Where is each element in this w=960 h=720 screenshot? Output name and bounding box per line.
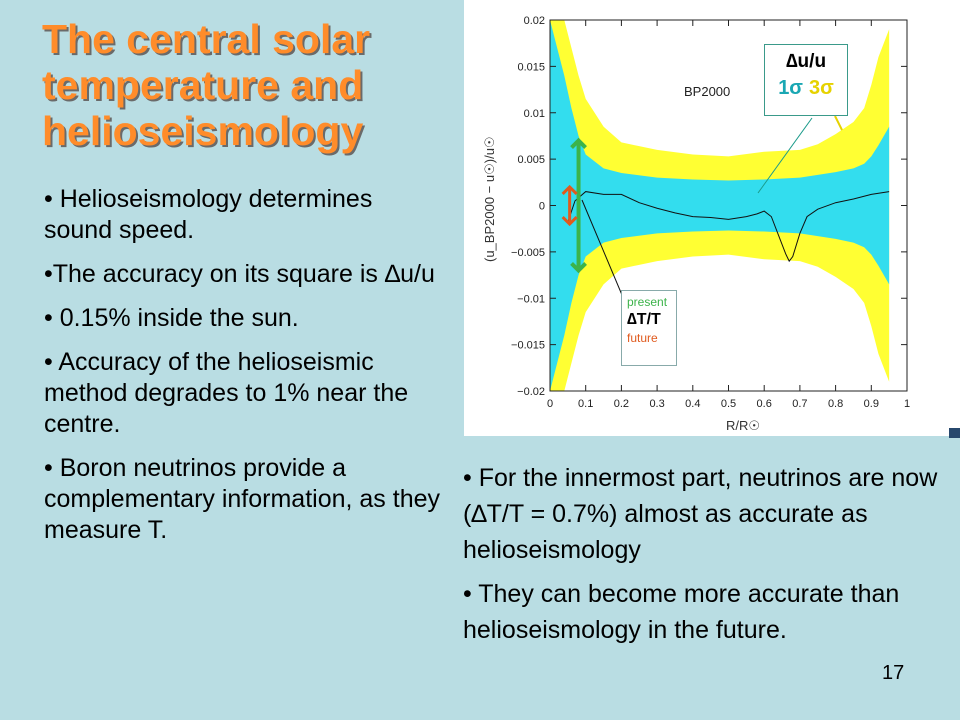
y-tick-label: −0.01 — [517, 293, 545, 305]
left-bullet-list: • Helioseismology determines sound speed… — [44, 184, 444, 559]
data-line — [567, 191, 890, 263]
y-tick-label: 0 — [539, 201, 545, 213]
right-bullet-1: • For the innermost part, neutrinos are … — [463, 464, 938, 564]
decorative-bar — [949, 428, 960, 438]
x-tick-label: 0.2 — [614, 398, 629, 410]
present-error-arrow-head-bottom — [570, 262, 587, 274]
x-tick-label: 0.8 — [828, 398, 843, 410]
error-bands — [550, 20, 890, 391]
annotation-pointer-line — [581, 199, 623, 296]
x-tick-label: 0.9 — [864, 398, 879, 410]
chart-panel: 0 0.1 0.2 0.3 0.4 0.5 0.6 0.7 0.8 0.9 1 0.02 0.015 0.… — [464, 0, 960, 436]
slide-title-line-2: temperature and — [42, 62, 364, 108]
y-tick-label: −0.02 — [517, 386, 545, 398]
left-bullet-1: • Helioseismology determines sound speed… — [44, 185, 373, 244]
x-tick-label: 0.7 — [792, 398, 807, 410]
chart-axes: 0 0.1 0.2 0.3 0.4 0.5 0.6 0.7 0.8 0.9 1 0.02 0.015 0.… — [511, 15, 910, 410]
y-axis-label: (u_BP2000 − u☉)/u☉ — [482, 136, 497, 262]
future-error-arrow-head-top — [561, 184, 578, 196]
legend-3sigma: 3σ — [809, 77, 834, 99]
right-bullet-list: • For the innermost part, neutrinos are … — [463, 460, 955, 656]
x-tick-label: 0.4 — [685, 398, 700, 410]
left-bullet-5: • Boron neutrinos provide a complementar… — [44, 454, 441, 544]
present-error-arrow-head-top — [570, 137, 587, 149]
sound-speed-chart: 0 0.1 0.2 0.3 0.4 0.5 0.6 0.7 0.8 0.9 1 0.02 0.015 0.… — [482, 15, 910, 433]
y-tick-label: −0.015 — [511, 340, 545, 352]
left-bullet-3: • 0.15% inside the sun. — [44, 304, 299, 332]
legend-pointer-line — [757, 117, 813, 194]
band-1sigma — [550, 20, 890, 391]
future-error-arrow-head-bottom — [561, 215, 578, 227]
slide-title-line-1: The central solar — [42, 16, 371, 62]
x-tick-label: 0.1 — [578, 398, 593, 410]
x-axis-label: R/R☉ — [726, 418, 760, 433]
error-arrows — [561, 137, 587, 274]
x-tick-label: 1 — [904, 398, 910, 410]
y-tick-label: 0.005 — [517, 154, 545, 166]
x-tick-label: 0.5 — [721, 398, 736, 410]
band-legend: ∆u/u 1σ 3σ — [764, 44, 848, 116]
right-bullet-2: • They can become more accurate than hel… — [463, 580, 900, 644]
annotation-future: future — [627, 331, 658, 345]
x-tick-label: 0.3 — [649, 398, 664, 410]
left-bullet-2: •The accuracy on its square is ∆u/u — [44, 260, 435, 288]
left-bullet-4: • Accuracy of the helioseismic method de… — [44, 348, 409, 438]
y-tick-label: 0.015 — [517, 61, 545, 73]
y-tick-label: 0.01 — [524, 108, 545, 120]
x-tick-label: 0 — [547, 398, 553, 410]
y-tick-label: −0.005 — [511, 247, 545, 259]
x-tick-label: 0.6 — [757, 398, 772, 410]
annotation-present: present — [627, 295, 668, 309]
data-line-group — [567, 191, 890, 263]
slide-number: 17 — [882, 662, 905, 684]
slide-title-line-3: helioseismology — [42, 108, 364, 154]
temperature-annotation: present ∆T/T future — [621, 290, 677, 366]
model-label: BP2000 — [684, 84, 730, 99]
legend-pointer-line-3sigma — [834, 115, 843, 131]
y-tick-label: 0.02 — [524, 15, 545, 27]
slide-title: The central solar temperature and helios… — [42, 16, 462, 154]
legend-title: ∆u/u — [785, 51, 827, 72]
annotation-measure: ∆T/T — [627, 311, 661, 328]
legend-1sigma: 1σ — [778, 77, 803, 99]
